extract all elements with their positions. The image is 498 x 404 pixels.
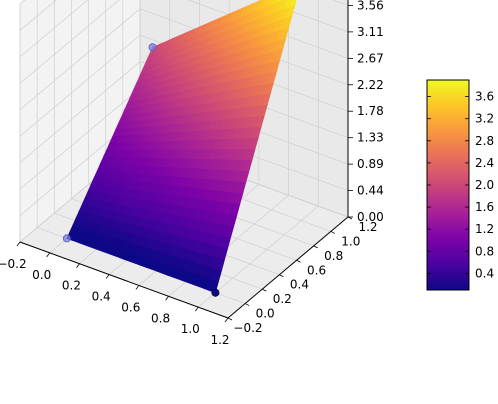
y-tick-label: 0.8 — [324, 249, 343, 263]
z-tick-label: 0.44 — [357, 184, 384, 198]
y-tick-mark — [262, 288, 267, 292]
x-tick-mark — [165, 296, 169, 301]
x-tick-mark — [46, 252, 51, 258]
x-tick-label: 0.6 — [121, 300, 140, 314]
axis-lines — [19, 0, 349, 319]
z-tick-label: 3.11 — [357, 25, 384, 39]
grid-line — [19, 0, 120, 84]
z-tick-label: 2.22 — [357, 78, 384, 92]
y-tick-label: 0.0 — [256, 307, 275, 321]
z-tick-label: 2.67 — [357, 51, 384, 65]
axes-3d: −0.20.00.20.40.60.81.01.2 −0.20.00.20.40… — [0, 0, 384, 347]
y-tick-label: 0.4 — [290, 278, 309, 292]
x-tick-label: 0.8 — [151, 311, 170, 325]
y-tick-mark — [330, 231, 336, 234]
y-tick-mark — [227, 317, 233, 321]
data-point — [62, 234, 71, 243]
colorbar: 0.4 0.8 1.2 1.6 2.0 2.4 2.8 3.2 3.6 — [426, 79, 494, 291]
x-axis-ticks: −0.2 0.0 0.2 0.4 0.6 0.8 1.0 1.2 — [0, 241, 230, 347]
y-tick-mark — [244, 303, 250, 306]
colorbar-tick-label: 0.8 — [475, 244, 494, 258]
surface-patch — [271, 0, 278, 5]
x-tick-label: 1.2 — [210, 333, 229, 347]
colorbar-tick-label: 2.0 — [475, 178, 494, 192]
z-tick-label: 3.56 — [357, 0, 384, 12]
y-tick-label: 1.2 — [358, 220, 377, 234]
colorbar-tick-label: 2.8 — [475, 134, 494, 148]
x-tick-label: −0.2 — [0, 257, 27, 271]
y-axis-ticks: −0.20.00.20.40.60.81.01.2 — [227, 216, 378, 335]
x-tick-mark — [76, 263, 80, 268]
x-tick-label: 0.2 — [62, 279, 81, 293]
grid-line — [19, 0, 89, 58]
colorbar-tick-label: 3.2 — [475, 112, 494, 126]
y-tick-mark — [296, 259, 301, 263]
colorbar-tick-label: 1.6 — [475, 200, 494, 214]
grid-line — [19, 34, 141, 137]
grid-line — [19, 87, 141, 190]
z-axis-ticks: 0.000.440.891.331.782.222.673.113.564.00 — [348, 0, 384, 224]
data-point — [211, 288, 220, 297]
y-tick-label: −0.2 — [233, 321, 262, 335]
surface-plot — [66, 0, 297, 294]
z-tick-label: 0.00 — [357, 210, 384, 224]
y-tick-label: 1.0 — [341, 234, 360, 248]
x-tick-mark — [135, 285, 140, 290]
y-tick-mark — [313, 245, 318, 249]
x-tick-mark — [105, 274, 110, 279]
y-tick-mark — [279, 274, 284, 278]
x-tick-label: 0.4 — [92, 290, 111, 304]
x-tick-label: 1.0 — [181, 322, 200, 336]
z-tick-label: 1.33 — [357, 131, 384, 145]
surface-patch — [276, 0, 283, 3]
colorbar-gradient — [426, 79, 470, 291]
grid-line — [259, 0, 349, 33]
x-tick-mark — [16, 241, 21, 247]
x-tick-label: 0.0 — [32, 268, 51, 282]
y-tick-label: 0.2 — [273, 292, 292, 306]
grid-line — [19, 0, 57, 31]
x-axis-line — [19, 241, 229, 319]
grid-line — [19, 8, 141, 111]
data-point — [148, 43, 157, 52]
z-tick-label: 1.78 — [357, 104, 384, 118]
x-tick-mark — [224, 317, 229, 323]
grid-line — [19, 61, 141, 163]
colorbar-tick-label: 3.6 — [475, 90, 494, 104]
z-tick-label: 0.89 — [357, 157, 384, 171]
colorbar-tick-label: 1.2 — [475, 222, 494, 236]
x-tick-mark — [194, 306, 199, 312]
colorbar-tick-label: 2.4 — [475, 156, 494, 170]
data-points — [62, 43, 220, 297]
y-axis-line — [227, 216, 349, 319]
colorbar-tick-label: 0.4 — [475, 266, 494, 280]
y-tick-label: 0.6 — [307, 263, 326, 277]
